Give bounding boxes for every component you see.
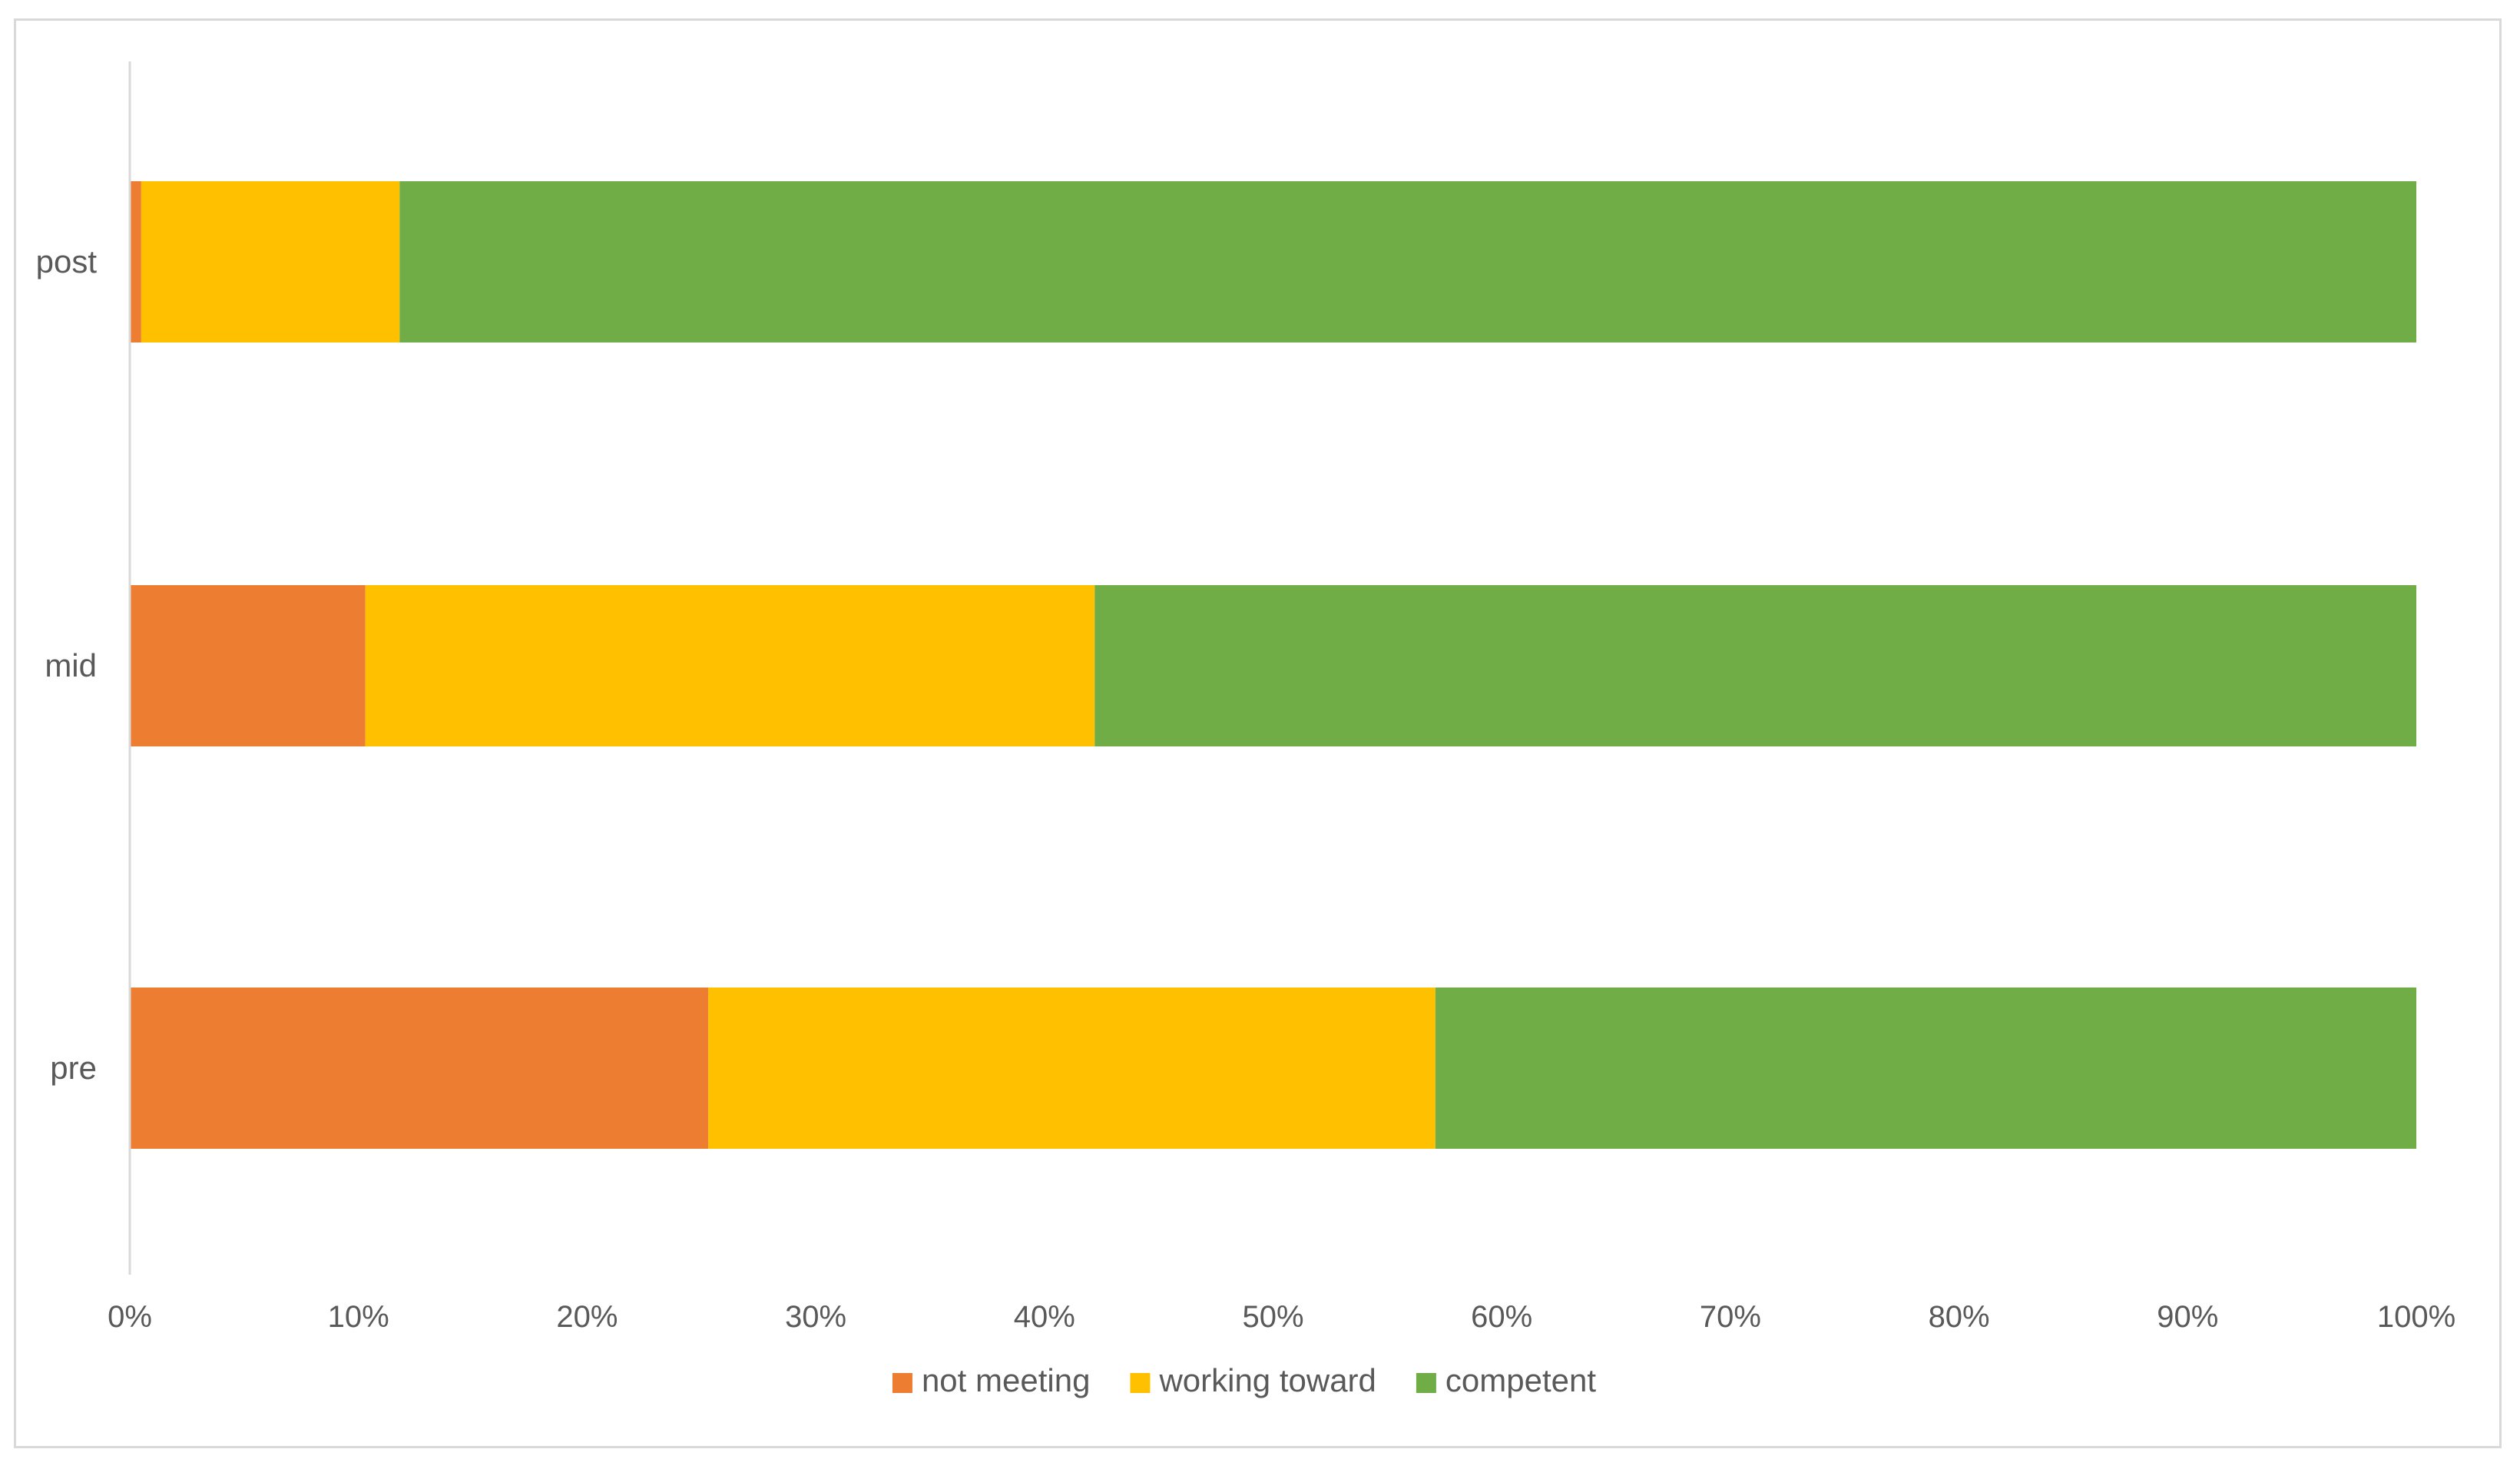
x-tick-label: 40% xyxy=(1014,1300,1075,1334)
category-label-post: post xyxy=(36,243,98,280)
x-tick-label: 0% xyxy=(108,1300,152,1334)
legend-label-working-toward: working toward xyxy=(1158,1362,1376,1398)
legend-label-competent: competent xyxy=(1445,1362,1596,1398)
bars-layer xyxy=(130,181,2416,1149)
x-tick-label: 80% xyxy=(1929,1300,1990,1334)
bar-post-working-toward xyxy=(141,181,400,342)
bar-post-competent xyxy=(399,181,2416,342)
category-label-pre: pre xyxy=(50,1050,97,1086)
legend: not meeting working toward competent xyxy=(892,1362,1596,1398)
bar-post-not-meeting xyxy=(130,181,141,342)
category-labels: pre mid post xyxy=(36,243,98,1086)
bar-mid-not-meeting xyxy=(130,585,366,746)
legend-swatch-working-toward xyxy=(1130,1373,1151,1393)
bar-mid-competent xyxy=(1094,585,2416,746)
bar-pre-not-meeting xyxy=(130,988,709,1149)
x-tick-label: 20% xyxy=(556,1300,618,1334)
bar-mid-working-toward xyxy=(365,585,1095,746)
x-tick-label: 90% xyxy=(2157,1300,2218,1334)
legend-label-not-meeting: not meeting xyxy=(922,1362,1090,1398)
legend-swatch-competent xyxy=(1416,1373,1436,1393)
x-tick-labels: 0% 10% 20% 30% 40% 50% 60% 70% 80% 90% 100% xyxy=(108,1300,2455,1334)
category-label-mid: mid xyxy=(45,647,97,683)
x-tick-label: 30% xyxy=(785,1300,846,1334)
legend-swatch-not-meeting xyxy=(892,1373,912,1393)
x-tick-label: 10% xyxy=(328,1300,389,1334)
bar-pre-competent xyxy=(1435,988,2416,1149)
x-tick-label: 70% xyxy=(1700,1300,1761,1334)
x-tick-label: 50% xyxy=(1242,1300,1303,1334)
bar-pre-working-toward xyxy=(708,988,1436,1149)
x-tick-label: 100% xyxy=(2377,1300,2455,1334)
x-tick-label: 60% xyxy=(1471,1300,1532,1334)
